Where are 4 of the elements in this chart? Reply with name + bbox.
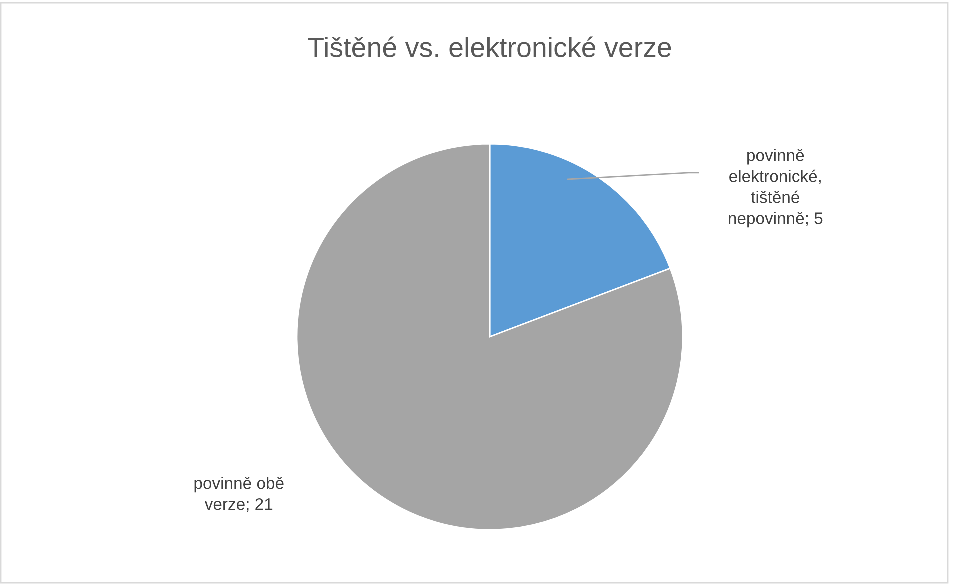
pie-slice	[296, 143, 684, 531]
data-label: povinně elektronické, tištěné nepovinně; 5	[729, 149, 823, 228]
data-label: povinně obě verze; 21	[194, 476, 284, 512]
chart-title: Tištěné vs. elektronické verze	[308, 36, 672, 58]
